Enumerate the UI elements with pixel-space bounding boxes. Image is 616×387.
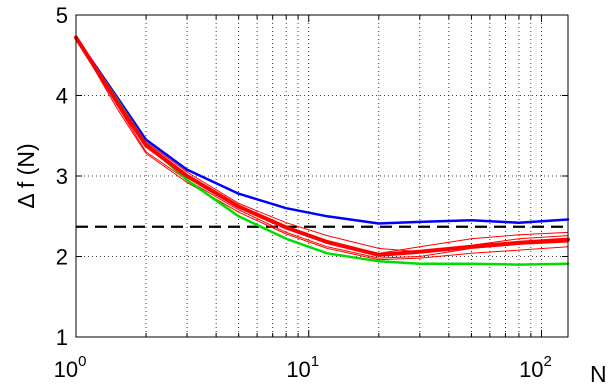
y-tick-label: 1 xyxy=(56,325,68,350)
x-axis-label: N xyxy=(590,361,607,387)
series-line-7 xyxy=(74,35,570,257)
grid xyxy=(75,14,568,338)
x-tick-exponent: 1 xyxy=(311,353,319,370)
x-tick-labels: 100 101 102 xyxy=(54,353,552,382)
x-tick-label: 101 xyxy=(286,353,319,382)
y-tick-label: 3 xyxy=(56,164,68,189)
y-tick-label: 5 xyxy=(56,3,68,28)
x-tick-base: 10 xyxy=(519,357,543,382)
y-tick-label: 2 xyxy=(56,245,68,270)
series-line-4 xyxy=(75,37,569,261)
tick-marks xyxy=(75,14,568,338)
y-tick-labels: 1 2 3 4 5 xyxy=(56,3,68,350)
x-tick-base: 10 xyxy=(54,357,78,382)
y-axis-label: Δ f (N) xyxy=(13,143,39,208)
x-tick-exponent: 0 xyxy=(78,353,86,370)
x-tick-base: 10 xyxy=(286,357,310,382)
series-group xyxy=(74,35,570,266)
y-tick-label: 4 xyxy=(56,84,68,109)
x-tick-label: 100 xyxy=(54,353,87,382)
x-tick-exponent: 2 xyxy=(544,353,552,370)
series-line-5 xyxy=(74,36,570,225)
x-tick-label: 102 xyxy=(519,353,552,382)
